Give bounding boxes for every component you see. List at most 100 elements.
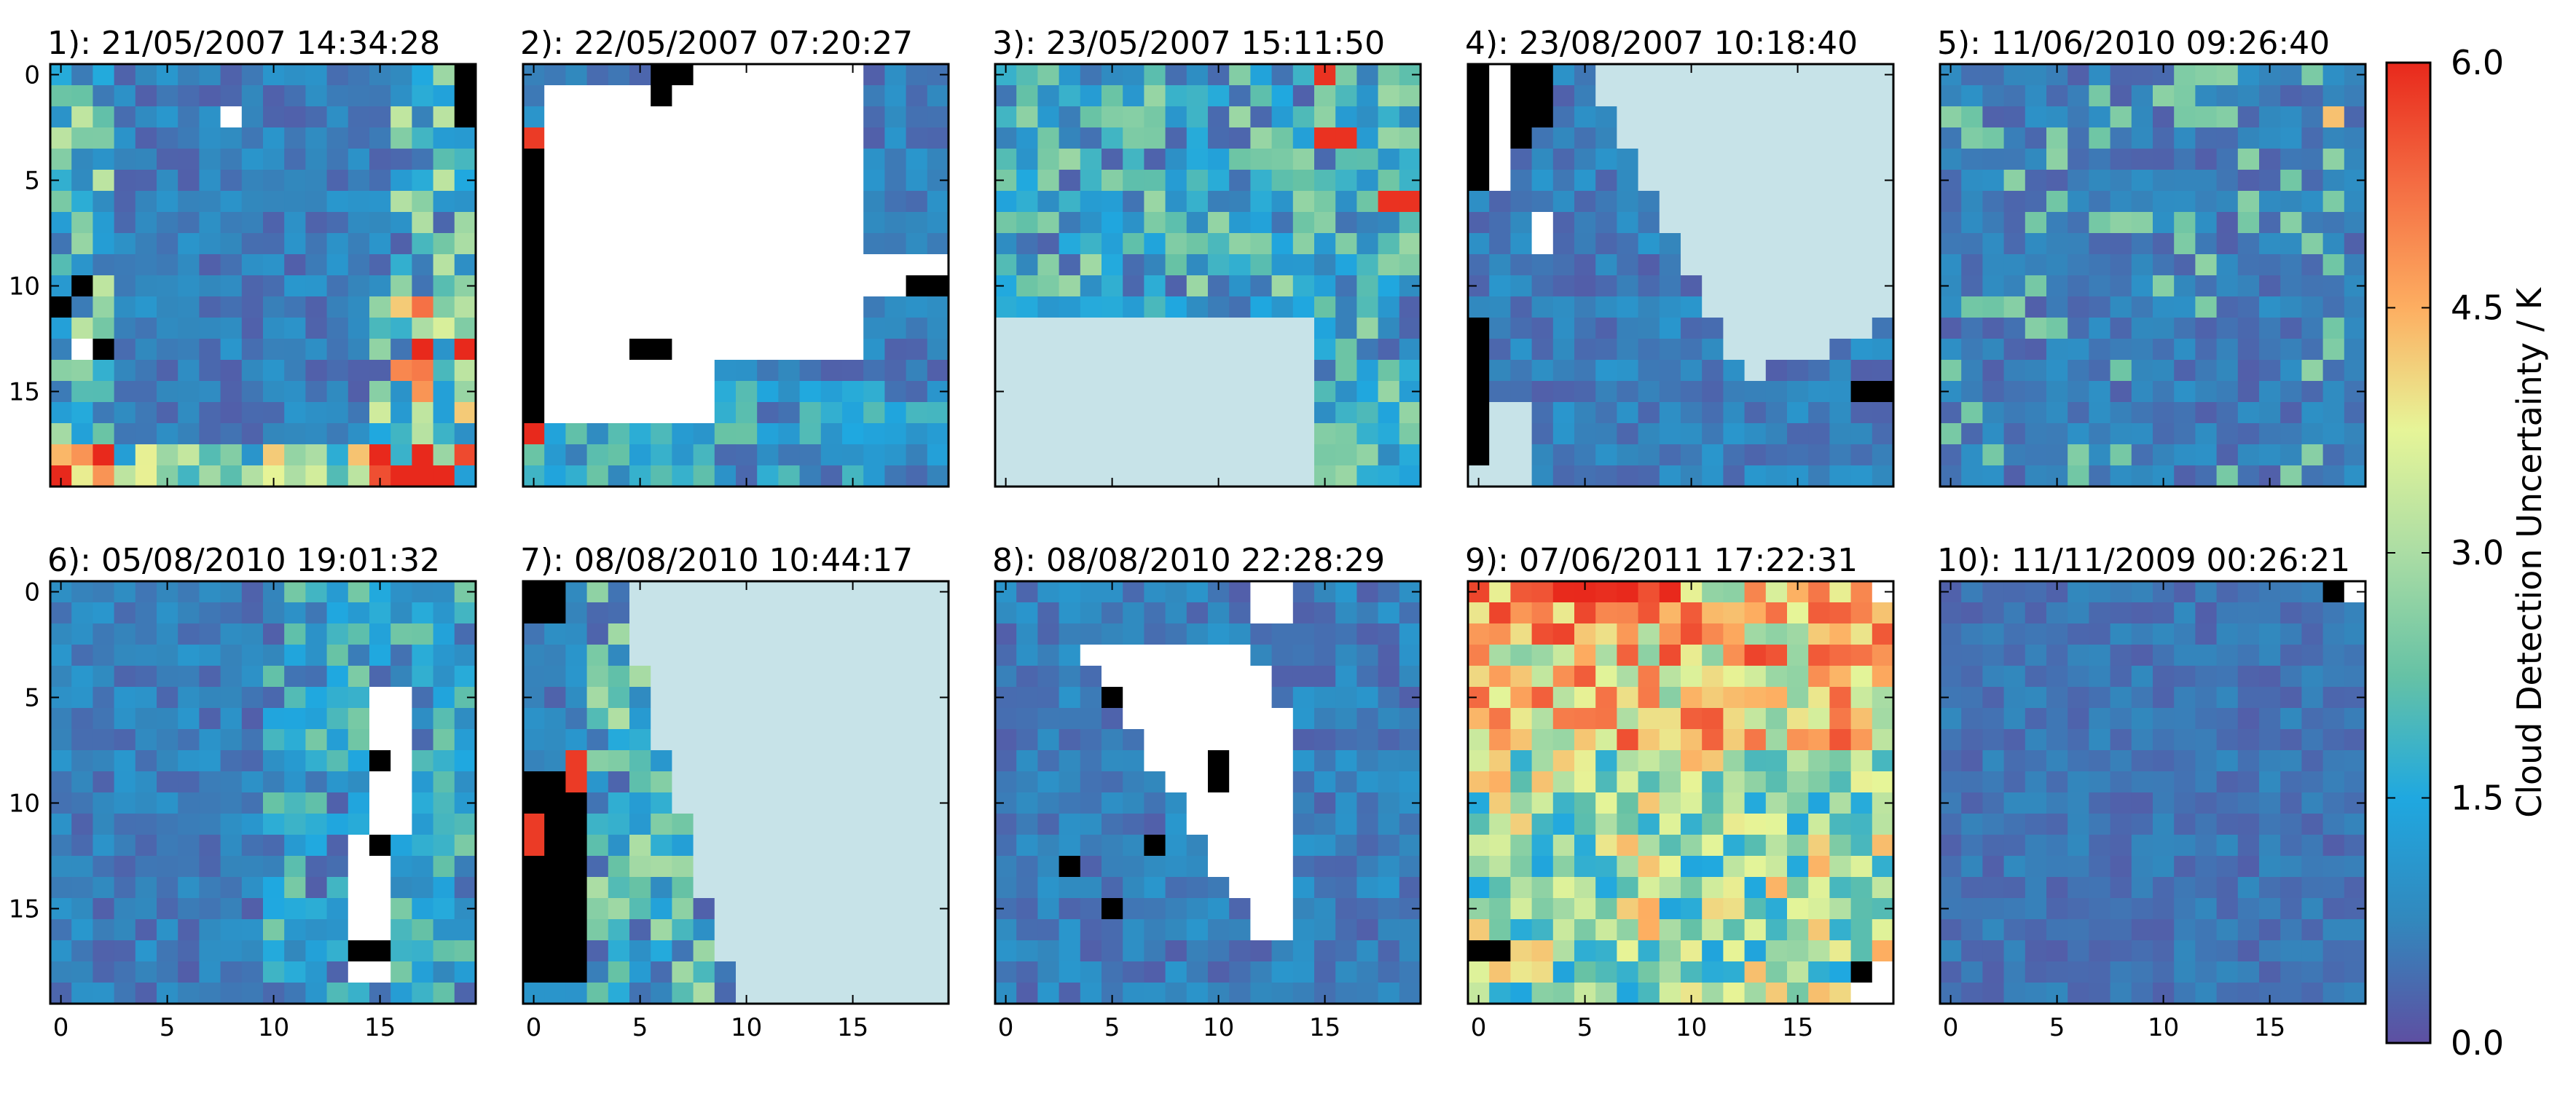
heatmap-cell (1574, 602, 1596, 624)
heatmap-cell (1378, 85, 1400, 107)
heatmap-cell (672, 708, 694, 730)
heatmap-cell (2216, 877, 2239, 899)
heatmap-cell (1271, 296, 1294, 318)
heatmap-cell (2174, 771, 2196, 793)
heatmap-cell (1250, 339, 1273, 361)
heatmap-cell (1850, 444, 1873, 466)
heatmap-cell (1787, 666, 1809, 688)
heatmap-cell (757, 666, 779, 688)
heatmap-cell (2301, 296, 2324, 318)
heatmap-cell (1723, 919, 1746, 941)
heatmap-cell (757, 623, 779, 645)
heatmap-cell (1037, 983, 1060, 1004)
heatmap-cell (1723, 729, 1746, 751)
heatmap-cell (412, 729, 434, 751)
heatmap-cell (1787, 898, 1809, 920)
heatmap-cell (651, 856, 672, 878)
heatmap-cell (693, 983, 715, 1004)
heatmap-cell (1356, 444, 1379, 466)
heatmap-cell (1123, 602, 1144, 624)
heatmap-cell (93, 961, 115, 983)
heatmap-cell (1102, 940, 1123, 962)
heatmap-cell (1982, 666, 2005, 688)
heatmap-cell (1208, 645, 1230, 666)
heatmap-cell (2003, 898, 2026, 920)
heatmap-cell (1186, 623, 1209, 645)
panel-4: 4): 23/08/2007 10:18:40 (1465, 25, 1895, 488)
heatmap-cell (2216, 318, 2239, 339)
heatmap-cell (199, 687, 221, 709)
heatmap-cell (799, 212, 822, 234)
heatmap-cell (1982, 623, 2005, 645)
heatmap-cell (390, 729, 412, 751)
heatmap-cell (135, 233, 157, 255)
heatmap-cell (2025, 402, 2047, 424)
heatmap-cell (347, 191, 370, 213)
heatmap-cell (241, 581, 264, 603)
heatmap-cell (1250, 318, 1273, 339)
heatmap-cell (1229, 360, 1251, 382)
heatmap-cell (586, 339, 609, 361)
heatmap-cell (608, 191, 630, 213)
heatmap-cell (1872, 339, 1894, 361)
heatmap-cell (284, 708, 306, 730)
heatmap-cell (2025, 170, 2047, 192)
heatmap-cell (1271, 402, 1294, 424)
heatmap-cell (714, 85, 737, 107)
heatmap-cell (220, 149, 243, 170)
heatmap-cell (1399, 750, 1421, 772)
heatmap-cell (1399, 961, 1421, 983)
heatmap-cell (1961, 645, 1983, 666)
heatmap-cell (2046, 729, 2068, 751)
heatmap-cell (71, 687, 93, 709)
heatmap-cell (1271, 919, 1294, 941)
heatmap-cell (884, 708, 907, 730)
heatmap-cell (1399, 602, 1421, 624)
heatmap-cell (629, 212, 651, 234)
heatmap-cell (842, 729, 864, 751)
heatmap-cell (454, 961, 476, 983)
heatmap-cell (1765, 898, 1788, 920)
heatmap-cell (2259, 212, 2281, 234)
heatmap-cell (1829, 877, 1852, 899)
heatmap-cell (1574, 898, 1596, 920)
heatmap-cell (305, 581, 328, 603)
heatmap-cell (1982, 961, 2005, 983)
heatmap-cell (1165, 581, 1187, 603)
heatmap-cell (714, 814, 737, 835)
heatmap-cell (1250, 792, 1273, 814)
heatmap-cell (1292, 339, 1315, 361)
heatmap-cell (884, 750, 907, 772)
heatmap-cell (1468, 708, 1490, 730)
heatmap-cell (2344, 402, 2366, 424)
heatmap-cell (2089, 708, 2111, 730)
heatmap-cell (629, 750, 651, 772)
heatmap-cell (2174, 444, 2196, 466)
heatmap-cell (1335, 877, 1357, 899)
heatmap-cell (927, 919, 949, 941)
heatmap-cell (93, 423, 115, 445)
heatmap-cell (651, 170, 672, 192)
heatmap-cell (863, 465, 885, 487)
heatmap-cell (1468, 444, 1490, 466)
heatmap-cell (390, 771, 412, 793)
heatmap-cell (1638, 856, 1660, 878)
heatmap-cell (1059, 233, 1081, 255)
heatmap-cell (369, 877, 391, 899)
heatmap-cell (2322, 919, 2345, 941)
heatmap-cell (1314, 254, 1336, 276)
colorbar-label: Cloud Detection Uncertainty / K (2510, 286, 2549, 818)
heatmap-cell (2089, 127, 2111, 149)
panel-title: 8): 08/08/2010 22:28:29 (992, 542, 1385, 579)
heatmap-cell (454, 360, 476, 382)
heatmap-cell (1080, 645, 1102, 666)
heatmap-cell (778, 106, 801, 128)
heatmap-cell (2259, 645, 2281, 666)
heatmap-cell (906, 360, 928, 382)
heatmap-cell (1872, 127, 1894, 149)
heatmap-cell (1510, 687, 1533, 709)
heatmap-cell (1059, 581, 1081, 603)
heatmap-cell (178, 940, 200, 962)
heatmap-cell (651, 318, 672, 339)
heatmap-cell (523, 149, 545, 170)
